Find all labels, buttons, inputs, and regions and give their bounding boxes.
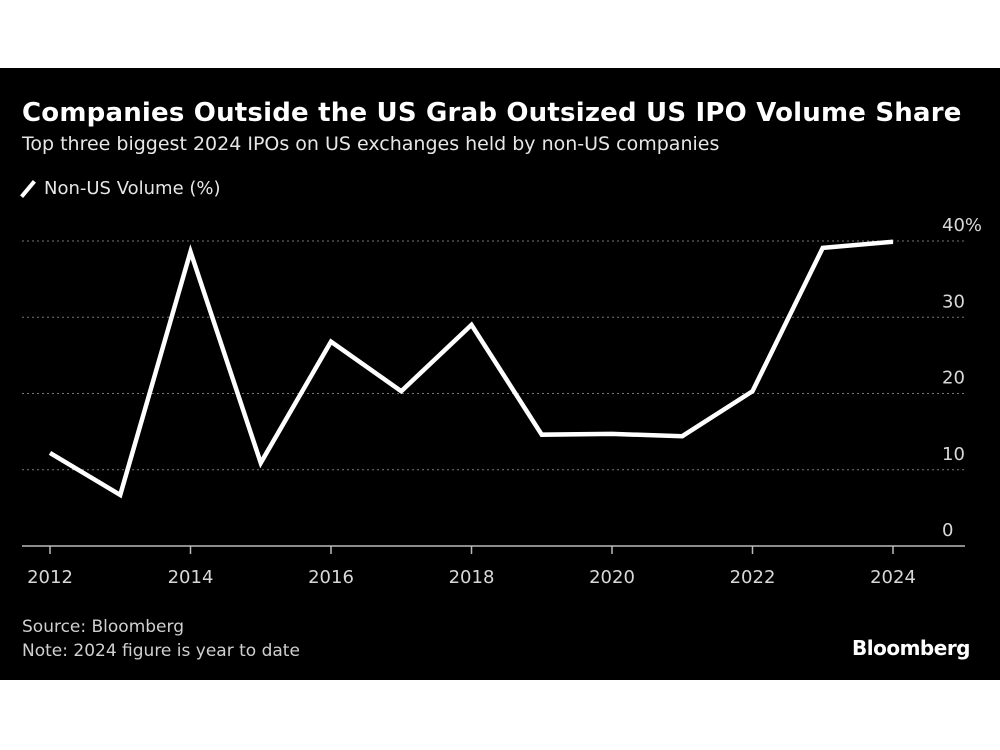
x-tick-label: 2016 xyxy=(308,567,354,588)
bloomberg-logo: Bloomberg xyxy=(852,636,970,660)
y-tick-label: 10 xyxy=(942,444,965,465)
x-tick-label: 2022 xyxy=(730,567,776,588)
series-line xyxy=(48,239,894,499)
y-tick-label: 0 xyxy=(942,520,953,541)
x-tick-label: 2014 xyxy=(168,567,214,588)
y-tick-label: 40% xyxy=(942,215,982,236)
legend-label: Non-US Volume (%) xyxy=(44,178,221,199)
source-note: Source: Bloomberg xyxy=(22,617,184,637)
x-tick-label: 2020 xyxy=(589,567,635,588)
y-tick-label: 30 xyxy=(942,291,965,312)
x-tick-label: 2012 xyxy=(27,567,73,588)
chart-title: Companies Outside the US Grab Outsized U… xyxy=(22,98,962,128)
line-chart: 40% 30 20 10 0 2012 2014 2016 2018 2020 2022 2024 xyxy=(22,215,982,588)
chart-subtitle: Top three biggest 2024 IPOs on US exchan… xyxy=(22,133,720,155)
x-tick-label: 2024 xyxy=(870,567,916,588)
footnote: Note: 2024 figure is year to date xyxy=(22,641,300,661)
legend: Non-US Volume (%) xyxy=(20,178,221,199)
y-tick-label: 20 xyxy=(942,368,965,389)
chart-panel: Companies Outside the US Grab Outsized U… xyxy=(0,68,1000,680)
x-tick-label: 2018 xyxy=(449,567,495,588)
